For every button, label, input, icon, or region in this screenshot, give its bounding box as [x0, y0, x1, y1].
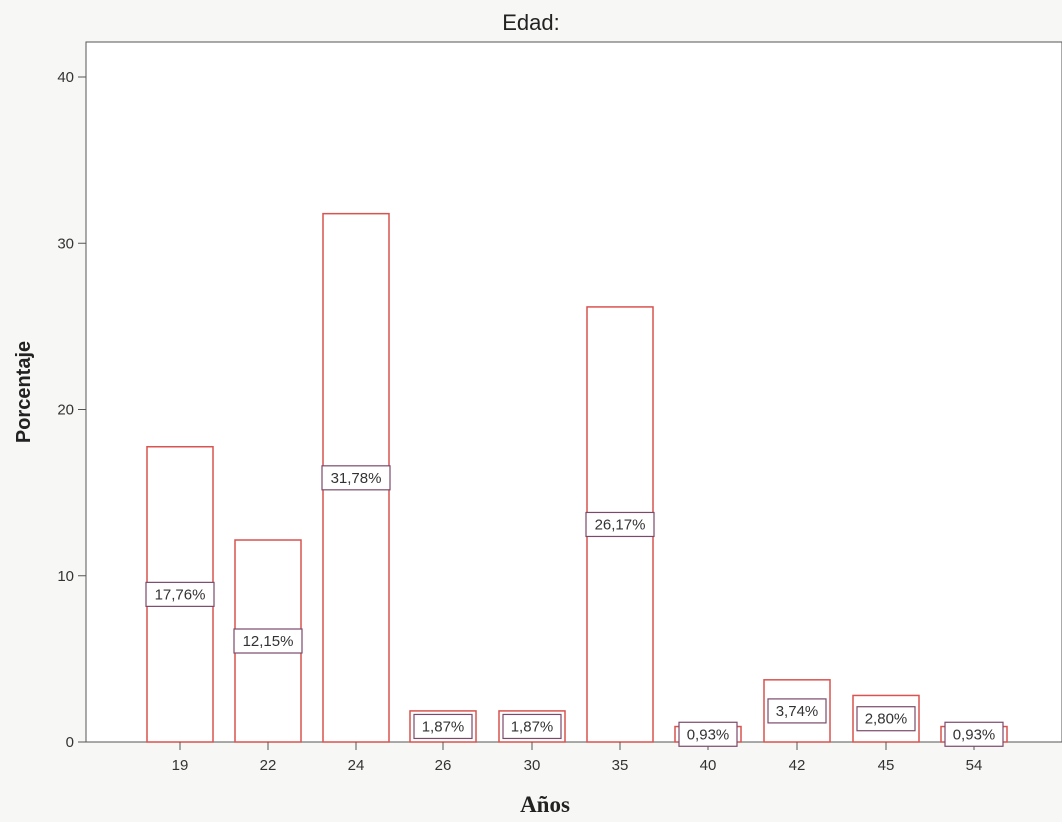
data-label-box — [856, 706, 916, 732]
data-label-text: 0,93% — [953, 726, 996, 743]
data-label-box — [413, 713, 473, 740]
y-tick-label: 30 — [57, 235, 74, 252]
data-label: 0,93% — [678, 721, 738, 747]
data-label-text: 3,74% — [776, 703, 819, 720]
data-label-text: 1,87% — [422, 718, 465, 735]
data-label: 26,17% — [585, 511, 655, 538]
y-tick-label: 0 — [66, 734, 74, 751]
x-tick-label: 35 — [612, 757, 629, 774]
x-tick-label: 19 — [172, 757, 189, 774]
data-label: 12,15% — [233, 628, 303, 654]
data-label-box — [233, 628, 303, 654]
data-label-box — [502, 713, 562, 740]
plot-area — [85, 41, 1062, 743]
data-label-box — [321, 465, 391, 491]
data-label-box — [678, 721, 738, 747]
x-tick-label: 22 — [260, 757, 277, 774]
y-tick-label: 10 — [57, 568, 74, 585]
x-tick-label: 54 — [966, 757, 983, 774]
data-label-text: 26,17% — [595, 516, 646, 533]
x-tick-label: 40 — [700, 757, 717, 774]
data-labels-group: 17,76% 12,15% 31,78% 1,87% 1,87% 26,17% 0,93% 3… — [145, 465, 1004, 747]
y-tick-label: 20 — [57, 402, 74, 419]
x-tick-label: 30 — [524, 757, 541, 774]
data-label-text: 12,15% — [243, 633, 294, 650]
y-tick-label: 40 — [57, 69, 74, 86]
data-label-box — [145, 581, 215, 607]
x-tick-label: 24 — [348, 757, 365, 774]
data-label-text: 0,93% — [687, 726, 730, 743]
data-label-text: 2,80% — [865, 711, 908, 728]
data-label: 2,80% — [856, 706, 916, 732]
y-axis-label: Porcentaje — [13, 341, 35, 443]
x-tick-label: 45 — [878, 757, 895, 774]
data-label-box — [767, 698, 827, 724]
data-label-box — [944, 721, 1004, 747]
x-tick-label: 26 — [435, 757, 452, 774]
data-label-box — [585, 511, 655, 538]
data-label-text: 31,78% — [331, 470, 382, 487]
data-label: 1,87% — [502, 713, 562, 740]
x-axis-label: Años — [520, 792, 570, 817]
data-label: 31,78% — [321, 465, 391, 491]
data-label: 0,93% — [944, 721, 1004, 747]
x-axis: 19 22 24 26 30 35 40 42 45 54 — [172, 742, 983, 774]
data-label-text: 1,87% — [511, 718, 554, 735]
x-tick-label: 42 — [789, 757, 806, 774]
data-label: 3,74% — [767, 698, 827, 724]
chart-title: Edad: — [502, 10, 560, 35]
data-label-text: 17,76% — [155, 586, 206, 603]
data-label: 17,76% — [145, 581, 215, 607]
data-label: 1,87% — [413, 713, 473, 740]
